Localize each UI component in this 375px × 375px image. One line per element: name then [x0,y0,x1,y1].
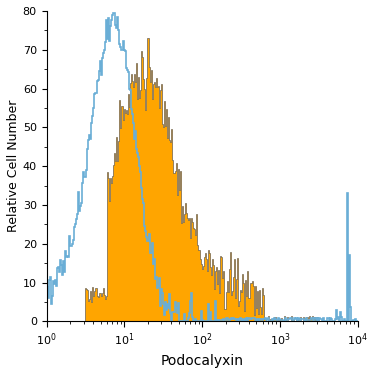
Y-axis label: Relative Cell Number: Relative Cell Number [7,100,20,232]
X-axis label: Podocalyxin: Podocalyxin [160,354,244,368]
